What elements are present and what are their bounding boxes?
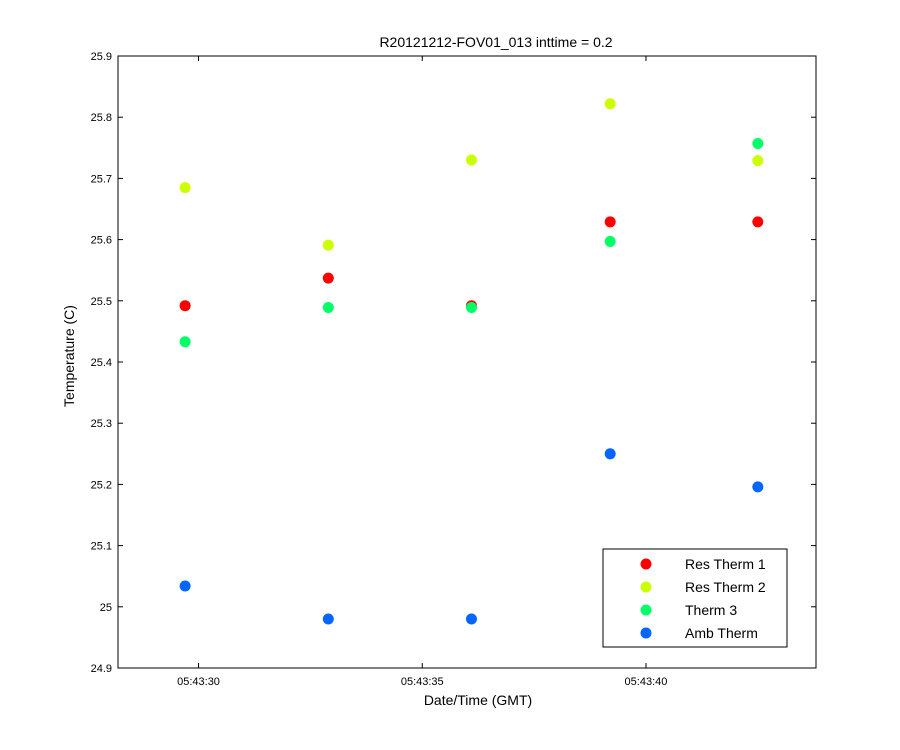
x-tick-label: 05:43:30 [177,676,220,688]
data-points-layer [179,98,764,625]
legend-label: Amb Therm [685,625,758,641]
y-tick-label: 25.8 [91,112,112,124]
x-tick-label: 05:43:35 [401,676,444,688]
y-tick-label: 25.4 [91,357,112,369]
data-point [604,235,616,247]
data-point [465,154,477,166]
data-point [179,182,191,194]
data-point [752,481,764,493]
legend-label: Res Therm 1 [685,556,766,572]
data-point [465,613,477,625]
y-tick-label: 25.6 [91,235,112,247]
legend: Res Therm 1 Res Therm 2 Therm 3 Amb Therm [602,548,788,648]
legend-marker [640,581,652,593]
x-tick-label: 05:43:40 [625,676,668,688]
y-tick-label: 25.1 [91,541,112,553]
data-point [604,448,616,460]
legend-marker [640,627,652,639]
legend-label: Res Therm 2 [685,579,766,595]
data-point [322,239,334,251]
data-point [465,302,477,314]
x-axis-ticks: 05:43:30 05:43:35 05:43:40 [177,56,667,688]
data-point [604,216,616,228]
data-point [179,580,191,592]
legend-box [602,548,788,648]
data-point [322,302,334,314]
data-point [752,216,764,228]
chart-title: R20121212-FOV01_013 inttime = 0.2 [379,34,612,50]
y-axis-ticks: 24.9 25 25.1 25.2 25.3 25.4 25.5 25.6 25.7 25.8 25… [91,51,816,675]
data-point [752,138,764,150]
legend-items: Res Therm 1 Res Therm 2 Therm 3 Amb Therm [640,556,766,641]
data-point [322,613,334,625]
x-axis-label: Date/Time (GMT) [424,692,532,708]
series-amb-therm [179,448,764,625]
data-point [752,155,764,167]
data-point [604,98,616,110]
y-tick-label: 25.2 [91,479,112,491]
y-tick-label: 25 [100,602,112,614]
data-point [322,272,334,284]
legend-label: Therm 3 [685,602,737,618]
y-tick-label: 25.7 [91,173,112,185]
y-tick-label: 25.9 [91,51,112,63]
y-tick-label: 25.3 [91,418,112,430]
data-point [179,336,191,348]
legend-marker [640,604,652,616]
series-therm-3 [179,138,764,348]
data-point [179,300,191,312]
legend-marker [640,558,652,570]
y-tick-label: 24.9 [91,663,112,675]
series-res-therm-2 [179,98,764,251]
y-tick-label: 25.5 [91,296,112,308]
y-axis-label: Temperature (C) [61,305,77,407]
